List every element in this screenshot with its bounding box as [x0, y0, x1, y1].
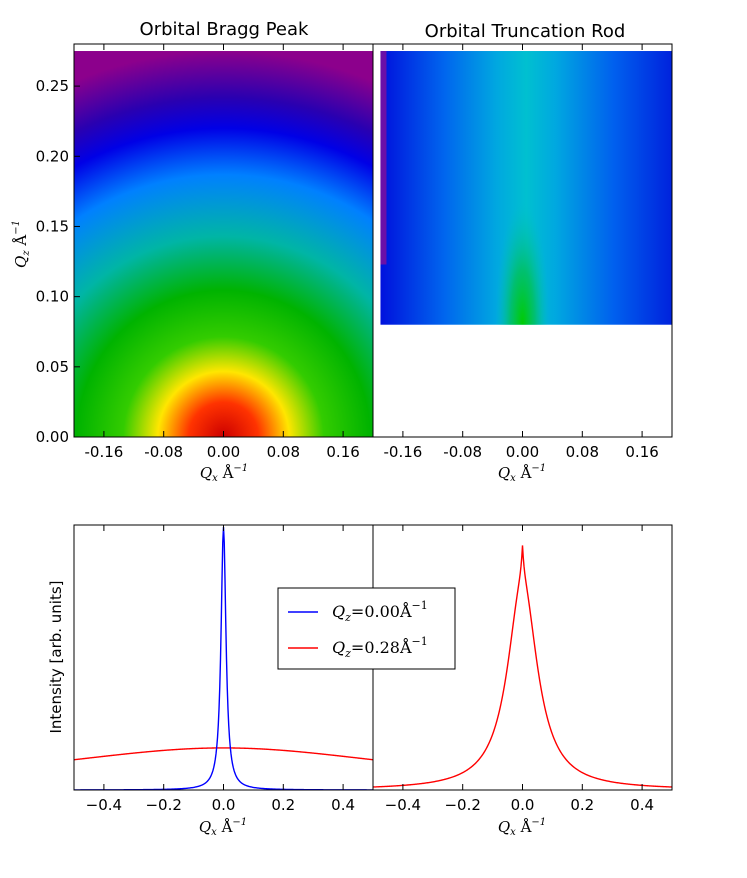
bragg-x-ticks: -0.16 -0.08 0.00 0.08 0.16 [84, 44, 360, 461]
bragg-y-tick-label: 0.05 [36, 358, 69, 376]
intensity-axis-label: Intensity [arb. units] [47, 580, 65, 733]
right-line-x-axis-label: Qx Å−1 [498, 817, 546, 838]
truncation-rod-peak [380, 51, 672, 325]
qz-028-curve [74, 747, 373, 761]
left-line-x-tick-label: −0.4 [86, 796, 122, 814]
rod-frame [372, 43, 673, 438]
right-line-x-tick-label: −0.4 [385, 796, 421, 814]
rod-x-tick-label: -0.08 [443, 443, 482, 461]
truncation-rod-panel: Orbital Truncation Rod -0.16 -0.08 0.00 0.0… [380, 21, 672, 484]
left-line-x-tick-label: 0.0 [212, 796, 236, 814]
rod-x-tick-label: 0.00 [506, 443, 539, 461]
bragg-y-ticks: 0.00 0.05 0.10 0.15 0.20 0.25 [36, 77, 80, 446]
rod-x-tick-label: 0.08 [566, 443, 599, 461]
right-line-x-tick-label: 0.0 [511, 796, 535, 814]
right-line-x-tick-label: 0.2 [570, 796, 594, 814]
legend: Qz=0.00Å−1 Qz=0.28Å−1 [277, 587, 456, 670]
bragg-x-tick-label: -0.16 [84, 443, 123, 461]
right-line-x-tick-label: −0.2 [444, 796, 480, 814]
rod-x-tick-label: -0.16 [383, 443, 422, 461]
bragg-peak-heatmap [74, 51, 373, 438]
right-line-x-tick-label: 0.4 [630, 796, 654, 814]
bragg-y-axis-label: Qz Å−1 [11, 220, 32, 268]
rod-x-axis-label: Qx Å−1 [498, 463, 546, 484]
right-line-x-ticks: −0.4 −0.2 0.0 0.2 0.4 [385, 525, 654, 814]
left-line-x-tick-label: −0.2 [145, 796, 181, 814]
truncation-rod-edge [380, 51, 387, 265]
bragg-y-tick-label: 0.15 [36, 217, 69, 235]
rod-x-ticks: -0.16 -0.08 0.00 0.08 0.16 [383, 44, 659, 461]
bragg-peak-panel: Orbital Bragg Peak -0.16 -0.08 0.00 0.08 0.1… [11, 19, 373, 484]
legend-box [277, 587, 456, 670]
bragg-y-tick-label: 0.20 [36, 147, 69, 165]
truncation-rod-title: Orbital Truncation Rod [425, 21, 626, 42]
rod-profile-curve [373, 545, 672, 788]
bragg-x-tick-label: 0.16 [326, 443, 359, 461]
bragg-x-tick-label: 0.08 [267, 443, 300, 461]
left-line-x-tick-label: 0.2 [271, 796, 295, 814]
rod-x-tick-label: 0.16 [625, 443, 658, 461]
bragg-x-tick-label: 0.00 [207, 443, 240, 461]
bragg-peak-title: Orbital Bragg Peak [140, 19, 309, 40]
bragg-y-tick-label: 0.10 [36, 288, 69, 306]
legend-label-qz-028: Qz=0.28Å−1 [332, 635, 428, 660]
bragg-x-axis-label: Qx Å−1 [200, 463, 248, 484]
left-line-x-axis-label: Qx Å−1 [199, 817, 247, 838]
left-line-x-tick-label: 0.4 [331, 796, 355, 814]
bragg-y-tick-label: 0.00 [36, 428, 69, 446]
line-plot-left: −0.4 −0.2 0.0 0.2 0.4 Qx Å−1 Intensity [arb.… [47, 525, 373, 838]
line-plot-right: −0.4 −0.2 0.0 0.2 0.4 Qx Å−1 [373, 525, 672, 838]
bragg-x-tick-label: -0.08 [144, 443, 183, 461]
legend-label-qz-000: Qz=0.00Å−1 [332, 599, 428, 624]
left-line-x-ticks: −0.4 −0.2 0.0 0.2 0.4 [86, 525, 355, 814]
bragg-y-tick-label: 0.25 [36, 77, 69, 95]
